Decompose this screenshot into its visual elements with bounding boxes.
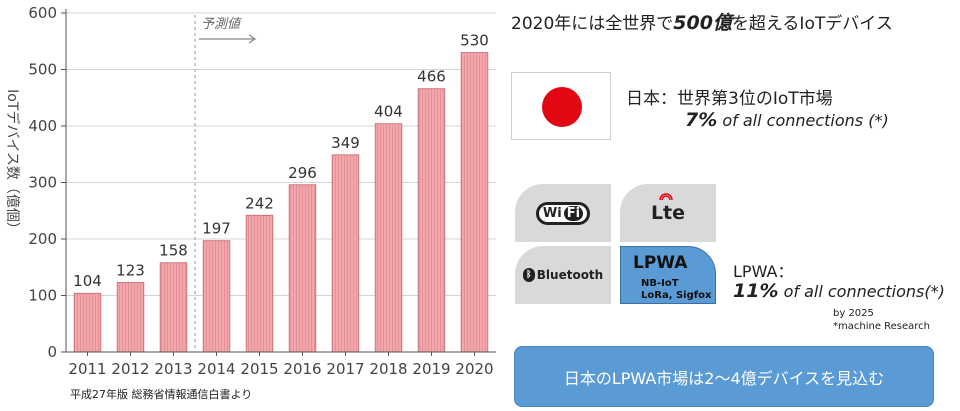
source-note: 平成27年版 総務省情報通信白書より [70,388,253,401]
footnote: by 2025 *machine Research [833,307,930,333]
x-tick-label: 2018 [369,360,407,378]
data-label: 296 [288,164,317,182]
flag-sun [542,87,582,127]
lpwa-badge-sub: NB-IoT LoRa, Sigfox [641,278,711,302]
data-label: 530 [460,32,489,50]
x-tick-label: 2020 [455,360,493,378]
bar [245,214,274,353]
bar [202,240,231,353]
bar-chart: 0 100 200 300 400 500 600 104 2011 123 2012 158 2013… [4,4,496,378]
data-label: 466 [417,68,446,86]
bar [73,292,102,353]
bar [417,88,446,353]
wifi-icon: Wi Fi [535,201,591,225]
bar [159,262,188,353]
lpwa-badge-title: LPWA [633,253,688,273]
data-label: 158 [159,242,188,260]
bar [288,184,317,353]
headline: 2020年には全世界で500億を超えるIoTデバイス [511,8,893,35]
headline-bold: 500億 [673,12,732,34]
y-tick-label: 600 [28,4,57,22]
wifi-logo-left: Wi [542,205,562,221]
lte-logo-text: Lte [650,202,686,224]
x-tick-label: 2011 [68,360,106,378]
y-tick-label: 100 [28,287,57,305]
axes [61,9,496,356]
x-tick-label: 2017 [326,360,364,378]
forecast-label: 予測値 [201,17,242,32]
data-label: 104 [73,272,102,290]
x-tick-label: 2012 [111,360,149,378]
japan-stat-text: of all connections (*) [717,111,889,130]
bar [374,123,403,353]
bar [331,154,360,353]
data-label: 404 [374,103,403,121]
lte-icon: Lte [650,193,686,224]
japan-stat-pct: 7% [685,109,718,131]
y-tick-label: 300 [28,174,57,192]
bars [73,52,489,353]
x-tick-label: 2016 [283,360,321,378]
forecast-arrow-icon [199,34,257,44]
data-label: 197 [202,220,231,238]
x-tick-label: 2013 [154,360,192,378]
lpwa-market-callout: 日本のLPWA市場は2～4億デバイスを見込む [514,346,934,407]
bluetooth-logo: ᛒ Bluetooth [522,268,604,282]
lte-logo-badge: Lte [620,184,716,242]
y-tick-label: 0 [47,343,57,361]
x-tick-label: 2019 [412,360,450,378]
x-tick-label: 2015 [240,360,278,378]
data-label: 349 [331,134,360,152]
wifi-logo-badge: Wi Fi [515,184,611,242]
lpwa-badge-line2: LoRa, Sigfox [641,290,712,301]
lpwa-stat-pct: 11% [733,280,779,302]
y-axis-label: IoTデバイス数（億個） [4,89,21,236]
data-label: 123 [116,262,145,280]
bar [116,282,145,353]
japan-label: 日本：世界第3位のIoT市場 [626,89,833,109]
footnote-line2: *machine Research [833,321,931,332]
headline-prefix: 2020年には全世界で [511,14,674,34]
japan-stat: 7% of all connections (*) [685,109,889,131]
y-tick-label: 200 [28,230,57,248]
y-tick-label: 400 [28,117,57,135]
x-tick-label: 2014 [197,360,235,378]
bluetooth-icon: ᛒ [522,268,535,282]
lpwa-badge: LPWA NB-IoT LoRa, Sigfox [620,246,716,304]
signal-arcs-icon [659,193,673,201]
lpwa-label: LPWA： [733,262,794,281]
lpwa-badge-line1: NB-IoT [641,278,679,289]
headline-suffix: を超えるIoTデバイス [731,14,893,34]
data-label: 242 [245,194,274,212]
wifi-logo-right: Fi [563,205,584,221]
bluetooth-logo-badge: ᛒ Bluetooth [515,246,611,304]
labels: 0 100 200 300 400 500 600 104 2011 123 2012 158 2013… [28,4,493,378]
lpwa-stat: 11% of all connections(*) [733,280,945,302]
japan-flag [511,72,611,140]
y-tick-label: 500 [28,61,57,79]
bluetooth-logo-text: Bluetooth [536,268,604,282]
bar [460,52,489,353]
footnote-line1: by 2025 [833,308,874,319]
lpwa-stat-text: of all connections(*) [778,282,945,301]
